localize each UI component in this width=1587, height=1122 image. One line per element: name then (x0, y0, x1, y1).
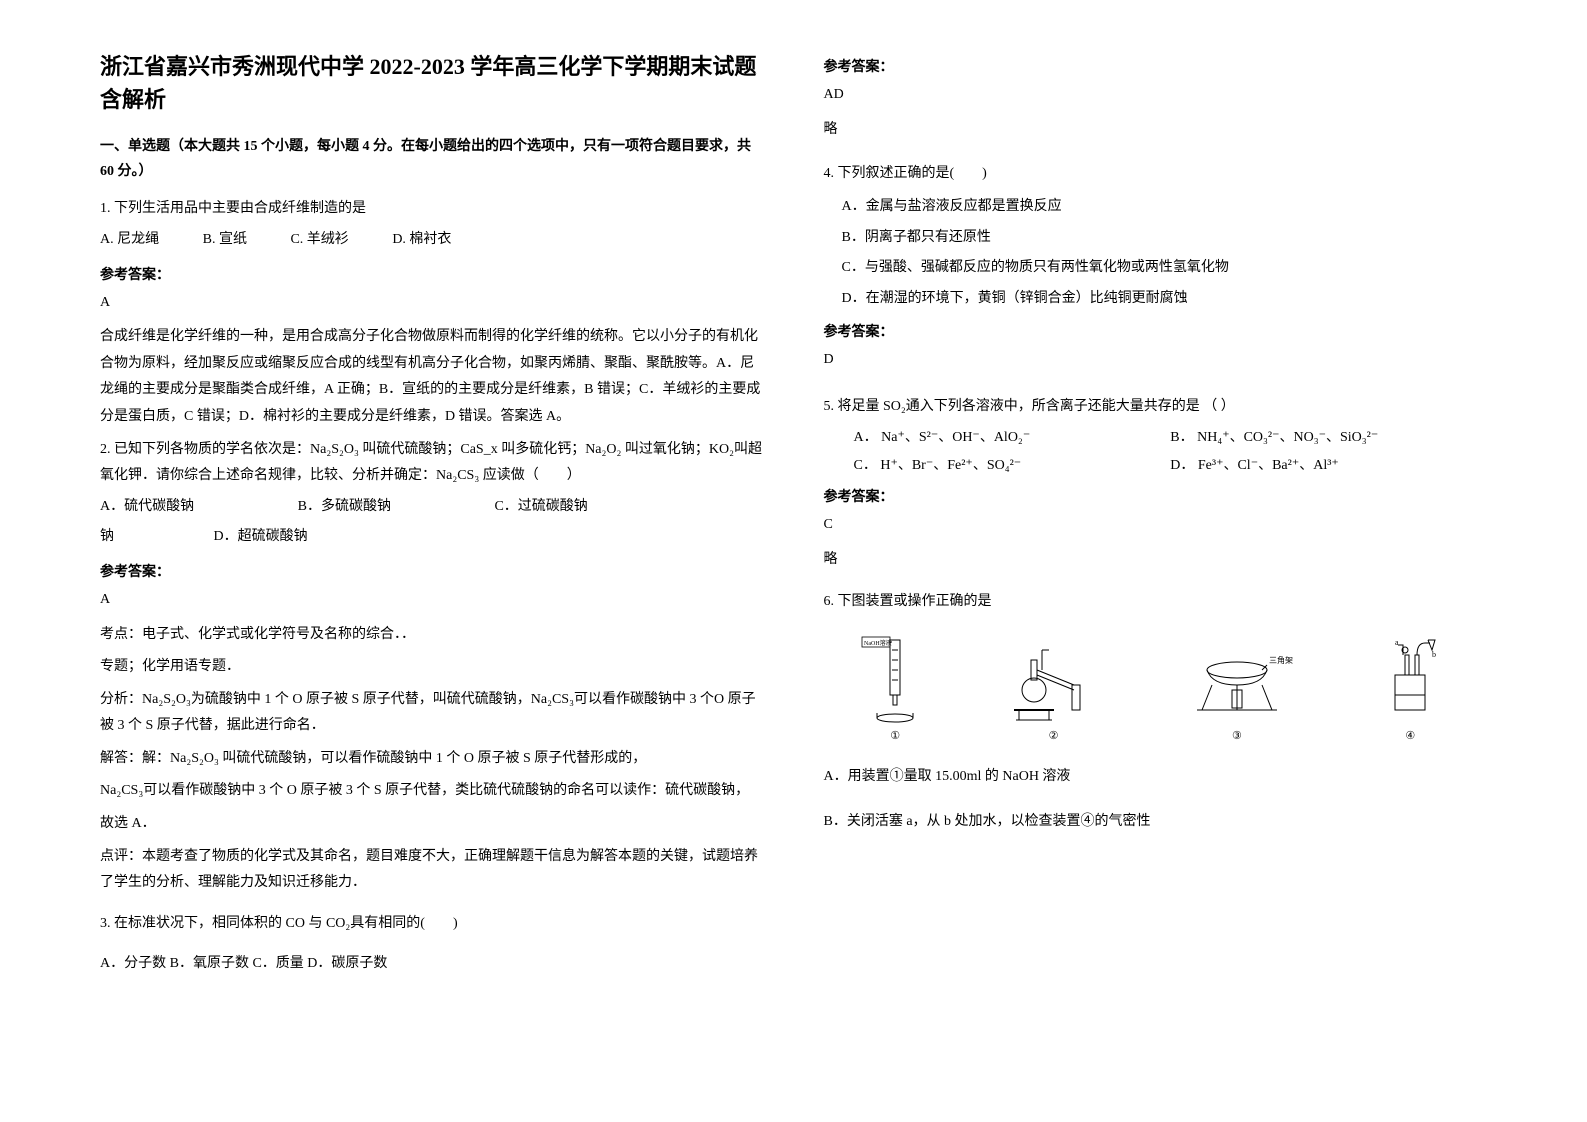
q5-answer-label: 参考答案： (824, 486, 1488, 506)
diagram-1: NaOH溶液 ① (860, 635, 930, 742)
distillation-icon (1004, 635, 1104, 725)
q4-opt-b: B．阴离子都只有还原性 (824, 223, 1488, 254)
q4-opt-c: C．与强酸、强碱都反应的物质只有两性氧化物或两性氢氧化物 (824, 253, 1488, 284)
q6-stem: 6. 下图装置或操作正确的是 (824, 589, 1488, 616)
q4-answer: D (824, 347, 1488, 374)
q2-options-row2: 钠 D．超硫碳酸钠 (100, 524, 764, 551)
q5-stem: 5. 将足量 SO₂通入下列各溶液中，所含离子还能大量共存的是 （ ） (824, 394, 1488, 421)
q2-answer: A (100, 587, 764, 614)
diagram-3-label: ③ (1232, 729, 1242, 742)
q2-opt-a: A．硫代碳酸钠 (100, 494, 194, 521)
q5-options: A． Na⁺、S²⁻、OH⁻、AlO₂⁻ B． NH₄⁺、CO₃²⁻、NO₃⁻、… (824, 424, 1488, 480)
q5-a-formula: Na⁺、S²⁻、OH⁻、AlO₂⁻ (881, 430, 1030, 445)
q5-answer: C (824, 512, 1488, 539)
q5-c-label: C． (854, 458, 877, 473)
q4-answer-label: 参考答案： (824, 321, 1488, 341)
q1-answer-label: 参考答案： (100, 264, 764, 284)
q5-b-label: B． (1170, 430, 1193, 445)
q5-a-label: A． (854, 430, 878, 445)
q3-options: A．分子数 B．氧原子数 C．质量 D．碳原子数 (100, 951, 764, 978)
diagram-2: ② (1004, 635, 1104, 742)
diagram-3: 三角架 ③ (1177, 635, 1297, 742)
tripod-label: 三角架 (1269, 655, 1293, 665)
q2-opt-c-cont: 钠 (100, 524, 130, 551)
q2-stem: 2. 已知下列各物质的学名依次是：Na₂S₂O₃ 叫硫代硫酸钠；CaS_x 叫多… (100, 437, 764, 490)
q2-exp3: 分析：Na₂S₂O₃为硫酸钠中 1 个 O 原子被 S 原子代替，叫硫代硫酸钠，… (100, 687, 764, 740)
gas-apparatus-icon: a b (1370, 635, 1450, 725)
q2-exp7: 点评：本题考查了物质的化学式及其命名，题目难度不大，正确理解题干信息为解答本题的… (100, 844, 764, 897)
q6-opt-a: A．用装置①量取 15.00ml 的 NaOH 溶液 (824, 764, 1488, 791)
left-column: 浙江省嘉兴市秀洲现代中学 2022-2023 学年高三化学下学期期末试题含解析 … (100, 50, 764, 1072)
q5-c-formula: H⁺、Br⁻、Fe²⁺、SO₄²⁻ (880, 458, 1021, 473)
q2-opt-c: C．过硫碳酸钠 (494, 494, 587, 521)
q1-explanation: 合成纤维是化学纤维的一种，是用合成高分子化合物做原料而制得的化学纤维的统称。它以… (100, 324, 764, 430)
svg-text:b: b (1432, 650, 1436, 659)
q2-exp5: Na₂CS₃可以看作碳酸钠中 3 个 O 原子被 3 个 S 原子代替，类比硫代… (100, 778, 764, 805)
q1-opt-a: A. 尼龙绳 (100, 227, 159, 254)
q4-opt-a: A．金属与盐溶液反应都是置换反应 (824, 192, 1488, 223)
q6-opt-b: B．关闭活塞 a，从 b 处加水，以检查装置④的气密性 (824, 809, 1488, 836)
q4-stem: 4. 下列叙述正确的是( ) (824, 161, 1488, 188)
q2-exp1: 考点：电子式、化学式或化学符号及名称的综合．． (100, 622, 764, 649)
heating-icon: 三角架 (1177, 635, 1297, 725)
q5-opt-c: C． H⁺、Br⁻、Fe²⁺、SO₄²⁻ (854, 452, 1171, 480)
q5-b-formula: NH₄⁺、CO₃²⁻、NO₃⁻、SiO₃²⁻ (1197, 430, 1378, 445)
q4-opt-d: D．在潮湿的环境下，黄铜（锌铜合金）比纯铜更耐腐蚀 (824, 284, 1488, 315)
q3-note: 略 (824, 117, 1488, 144)
right-column: 参考答案： AD 略 4. 下列叙述正确的是( ) A．金属与盐溶液反应都是置换… (824, 50, 1488, 1072)
naoh-label: NaOH溶液 (864, 639, 892, 647)
q2-opt-d: D．超硫碳酸钠 (214, 524, 308, 551)
q6-diagrams: NaOH溶液 ① ② (824, 632, 1488, 742)
q2-exp4: 解答：解：Na₂S₂O₃ 叫硫代硫酸钠，可以看作硫酸钠中 1 个 O 原子被 S… (100, 746, 764, 773)
q1-options: A. 尼龙绳 B. 宣纸 C. 羊绒衫 D. 棉衬衣 (100, 227, 764, 254)
diagram-4: a b ④ (1370, 635, 1450, 742)
q5-opt-a: A． Na⁺、S²⁻、OH⁻、AlO₂⁻ (854, 424, 1171, 452)
q5-opt-b: B． NH₄⁺、CO₃²⁻、NO₃⁻、SiO₃²⁻ (1170, 424, 1487, 452)
q1-answer: A (100, 290, 764, 317)
q5-opt-d: D． Fe³⁺、Cl⁻、Ba²⁺、Al³⁺ (1170, 452, 1487, 480)
diagram-2-label: ② (1049, 729, 1059, 742)
q1-opt-d: D. 棉衬衣 (392, 227, 451, 254)
q2-options-row1: A．硫代碳酸钠 B．多硫碳酸钠 C．过硫碳酸钠 (100, 494, 764, 521)
diagram-1-label: ① (890, 729, 900, 742)
q5-d-label: D． (1170, 458, 1194, 473)
q3-stem: 3. 在标准状况下，相同体积的 CO 与 CO₂具有相同的( ) (100, 911, 764, 938)
exam-title: 浙江省嘉兴市秀洲现代中学 2022-2023 学年高三化学下学期期末试题含解析 (100, 50, 764, 116)
section-header: 一、单选题（本大题共 15 个小题，每小题 4 分。在每小题给出的四个选项中，只… (100, 134, 764, 184)
q2-exp6: 故选 A． (100, 811, 764, 838)
q5-d-formula: Fe³⁺、Cl⁻、Ba²⁺、Al³⁺ (1198, 458, 1339, 473)
q1-opt-b: B. 宣纸 (203, 227, 247, 254)
q1-opt-c: C. 羊绒衫 (290, 227, 348, 254)
q2-opt-b: B．多硫碳酸钠 (298, 494, 391, 521)
burette-icon: NaOH溶液 (860, 635, 930, 725)
q1-stem: 1. 下列生活用品中主要由合成纤维制造的是 (100, 196, 764, 223)
q2-exp2: 专题；化学用语专题． (100, 654, 764, 681)
q2-answer-label: 参考答案： (100, 561, 764, 581)
q5-note: 略 (824, 547, 1488, 574)
q3-answer: AD (824, 82, 1488, 109)
diagram-4-label: ④ (1405, 729, 1415, 742)
q3-answer-label: 参考答案： (824, 56, 1488, 76)
svg-text:a: a (1395, 638, 1399, 647)
